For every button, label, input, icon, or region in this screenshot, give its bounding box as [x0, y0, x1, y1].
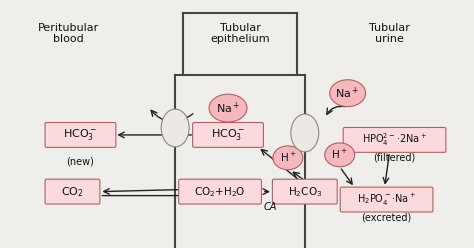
Text: HPO$_4^{2-}$·2Na$^+$: HPO$_4^{2-}$·2Na$^+$	[362, 131, 427, 148]
FancyBboxPatch shape	[45, 179, 100, 204]
FancyBboxPatch shape	[343, 127, 446, 152]
Ellipse shape	[209, 94, 247, 122]
Ellipse shape	[325, 143, 355, 167]
Text: Tubular
urine: Tubular urine	[369, 23, 410, 44]
Text: (new): (new)	[66, 157, 94, 167]
Text: CO$_2$+H$_2$O: CO$_2$+H$_2$O	[194, 185, 246, 198]
Text: H$_2$PO$_4^-$·Na$^+$: H$_2$PO$_4^-$·Na$^+$	[357, 191, 416, 208]
FancyBboxPatch shape	[179, 179, 262, 204]
Text: H$^+$: H$^+$	[331, 148, 348, 161]
Text: H$_2$CO$_3$: H$_2$CO$_3$	[288, 185, 322, 198]
Ellipse shape	[273, 146, 303, 170]
FancyBboxPatch shape	[273, 179, 337, 204]
Ellipse shape	[330, 80, 365, 107]
Text: (excreted): (excreted)	[362, 213, 412, 222]
Text: HCO$_3^-$: HCO$_3^-$	[64, 127, 98, 142]
Text: Na$^+$: Na$^+$	[336, 86, 360, 101]
Ellipse shape	[161, 109, 189, 147]
FancyBboxPatch shape	[340, 187, 433, 212]
FancyBboxPatch shape	[192, 123, 264, 147]
Text: Peritubular
blood: Peritubular blood	[38, 23, 99, 44]
Text: (filtered): (filtered)	[374, 153, 416, 163]
Text: CA: CA	[263, 202, 277, 212]
Text: HCO$_3^-$: HCO$_3^-$	[211, 127, 245, 142]
Text: H$^+$: H$^+$	[280, 151, 296, 164]
Ellipse shape	[291, 114, 319, 152]
Text: CO$_2$: CO$_2$	[61, 185, 84, 198]
FancyBboxPatch shape	[45, 123, 116, 147]
Text: Tubular
epithelium: Tubular epithelium	[210, 23, 270, 44]
Text: Na$^+$: Na$^+$	[216, 100, 240, 116]
